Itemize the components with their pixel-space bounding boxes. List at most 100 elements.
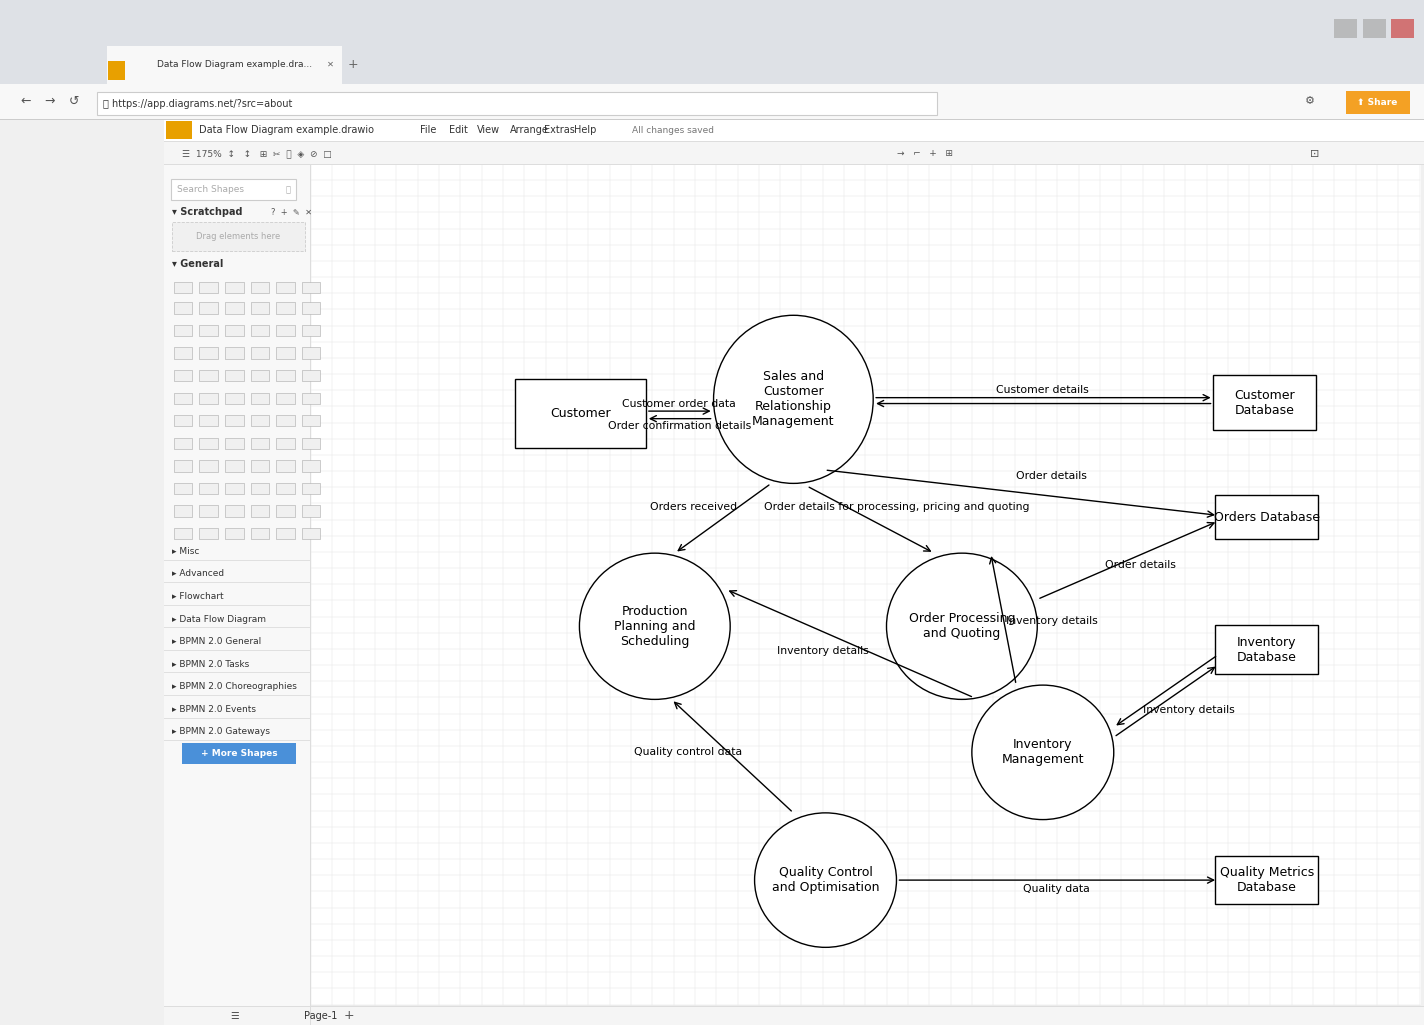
Text: Search Shapes: Search Shapes (177, 186, 244, 194)
Bar (0, 119, 1424, 120)
Bar (174, 325, 192, 336)
Text: ▾ Scratchpad: ▾ Scratchpad (172, 207, 244, 217)
Bar (276, 370, 295, 381)
Text: ?  +  ✎  ✕: ? + ✎ ✕ (271, 208, 312, 216)
Ellipse shape (887, 554, 1037, 699)
Text: ▸ BPMN 2.0 Events: ▸ BPMN 2.0 Events (172, 705, 256, 713)
Bar (165, 740, 310, 741)
Bar (225, 438, 244, 449)
Bar (0, 0, 1424, 46)
Text: ▸ BPMN 2.0 Gateways: ▸ BPMN 2.0 Gateways (172, 728, 271, 736)
Bar (174, 370, 192, 381)
Bar (199, 302, 218, 314)
Ellipse shape (755, 813, 897, 947)
Bar (174, 438, 192, 449)
Bar (199, 415, 218, 426)
Bar (199, 347, 218, 359)
Bar (0, 84, 1424, 119)
Text: + More Shapes: + More Shapes (201, 749, 278, 757)
Text: ↺: ↺ (68, 95, 80, 108)
Text: ▸ Data Flow Diagram: ▸ Data Flow Diagram (172, 615, 266, 623)
Text: Order Processing
and Quoting: Order Processing and Quoting (909, 612, 1015, 641)
Text: Data Flow Diagram example.dra...: Data Flow Diagram example.dra... (157, 60, 312, 69)
Bar (225, 393, 244, 404)
Bar (251, 528, 269, 539)
Text: Quality data: Quality data (1022, 884, 1089, 894)
Text: Order details for processing, pricing and quoting: Order details for processing, pricing an… (763, 502, 1030, 511)
Bar (302, 528, 320, 539)
Bar (225, 415, 244, 426)
Bar (199, 505, 218, 517)
Text: Quality Control
and Optimisation: Quality Control and Optimisation (772, 866, 879, 894)
Text: Order details: Order details (1017, 470, 1087, 481)
Bar (302, 325, 320, 336)
Bar (174, 528, 192, 539)
Bar (251, 460, 269, 472)
Bar (276, 528, 295, 539)
Text: Customer order data: Customer order data (622, 399, 736, 409)
Ellipse shape (971, 685, 1114, 820)
Text: Inventory details: Inventory details (1143, 705, 1235, 715)
Text: Quality control data: Quality control data (634, 747, 742, 757)
Bar (225, 483, 244, 494)
Text: ▸ BPMN 2.0 Choreographies: ▸ BPMN 2.0 Choreographies (172, 683, 298, 691)
Bar (276, 505, 295, 517)
Text: Sales and
Customer
Relationship
Management: Sales and Customer Relationship Manageme… (752, 370, 834, 428)
Bar (165, 1007, 1424, 1025)
Text: Inventory details: Inventory details (1005, 616, 1098, 626)
Text: Order confirmation details: Order confirmation details (608, 421, 750, 432)
Bar (165, 695, 310, 696)
Bar (302, 302, 320, 314)
Ellipse shape (580, 554, 731, 699)
Bar (225, 505, 244, 517)
Text: Inventory details: Inventory details (778, 647, 869, 656)
Bar (276, 438, 295, 449)
Text: ▸ BPMN 2.0 Tasks: ▸ BPMN 2.0 Tasks (172, 660, 249, 668)
Bar (276, 347, 295, 359)
Bar (225, 325, 244, 336)
Bar (1334, 19, 1357, 38)
Bar (165, 672, 310, 673)
Text: 🔒 https://app.diagrams.net/?src=about: 🔒 https://app.diagrams.net/?src=about (103, 98, 292, 109)
Bar (276, 460, 295, 472)
Bar (251, 347, 269, 359)
Bar (251, 438, 269, 449)
Bar (199, 370, 218, 381)
Bar (199, 325, 218, 336)
Bar (174, 302, 192, 314)
Bar (174, 505, 192, 517)
Bar (302, 415, 320, 426)
Bar (1363, 19, 1386, 38)
Bar (107, 46, 342, 84)
Text: Edit: Edit (449, 125, 467, 135)
Text: Quality Metrics
Database: Quality Metrics Database (1219, 866, 1314, 894)
Bar (199, 438, 218, 449)
Bar (276, 282, 295, 293)
Text: ▸ Flowchart: ▸ Flowchart (172, 592, 224, 601)
Text: ✕: ✕ (328, 60, 333, 69)
Text: Extras: Extras (544, 125, 575, 135)
Text: Orders Database: Orders Database (1213, 510, 1320, 524)
Text: 🔍: 🔍 (285, 186, 290, 194)
Bar (165, 142, 1424, 164)
Bar (165, 119, 1424, 141)
Bar (276, 302, 295, 314)
Bar (97, 92, 937, 115)
Bar (225, 460, 244, 472)
Text: Customer details: Customer details (997, 385, 1089, 395)
Text: ▸ Advanced: ▸ Advanced (172, 570, 225, 578)
Text: Order details: Order details (1105, 560, 1176, 570)
Bar (174, 347, 192, 359)
Bar (302, 438, 320, 449)
Text: ▸ BPMN 2.0 General: ▸ BPMN 2.0 General (172, 638, 262, 646)
Bar (276, 325, 295, 336)
Text: →   ⌐   +   ⊞: → ⌐ + ⊞ (897, 150, 953, 158)
Bar (165, 650, 310, 651)
Bar (302, 282, 320, 293)
Bar (310, 164, 1421, 1004)
Text: Customer
Database: Customer Database (1235, 388, 1294, 417)
Bar (165, 627, 310, 628)
Bar (165, 121, 191, 139)
Bar (302, 505, 320, 517)
Ellipse shape (713, 316, 873, 484)
